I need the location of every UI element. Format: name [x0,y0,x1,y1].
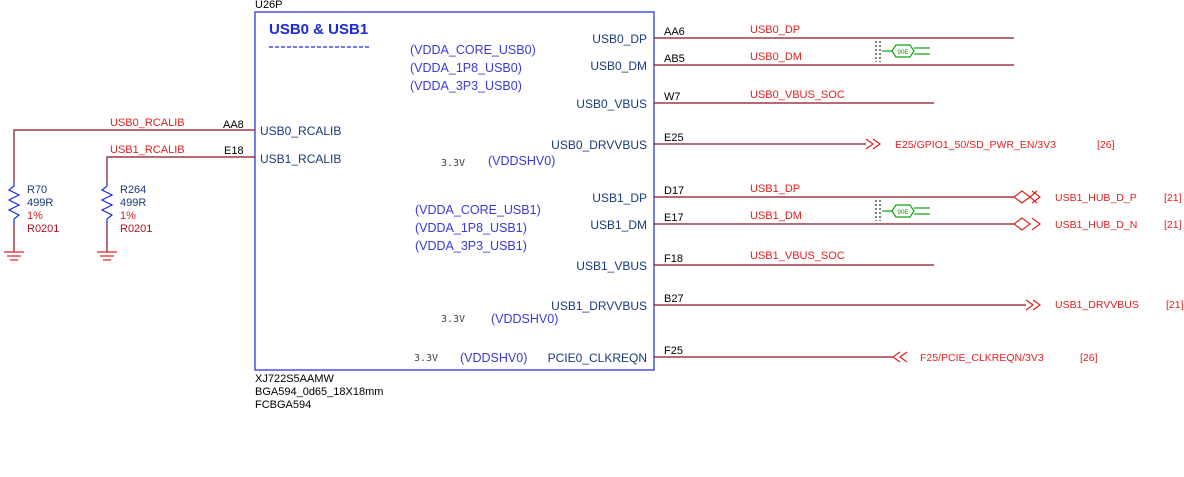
offpage-f25-label: F25/PCIE_CLKREQN/3V3 [920,352,1044,364]
offpage-usb1-drvvbus-page: [21] [1166,299,1184,311]
wire-usb1-rcalib [106,156,255,182]
offpage-usb1-hub-dn-label: USB1_HUB_D_N [1055,219,1137,231]
pin-name-usb1-rcalib: USB1_RCALIB [260,152,341,166]
offpage-output-arrow-icon [1025,299,1042,311]
offpage-usb1-hub-dp-label: USB1_HUB_D_P [1055,192,1137,204]
r70-value: 499R [27,197,53,209]
part-footprint: BGA594_0d65_18X18mm [255,386,383,398]
ball-aa6: AA6 [664,26,685,38]
offpage-usb1-hub-dn-page: [21] [1164,219,1182,231]
part-package: FCBGA594 [255,399,311,411]
wire-usb0-rcalib [13,129,255,182]
vddshv-name-2: (VDDSHV0) [491,312,558,326]
pwr-usb1-core: (VDDA_CORE_USB1) [415,203,541,217]
ball-b27: B27 [664,293,684,305]
vddshv-voltage-2: 3.3V [441,314,465,325]
diff-pair-usb0-icon: 90E [875,41,930,62]
part-number: XJ722S5AAMW [255,373,334,385]
pin-name-usb1-dm: USB1_DM [590,218,647,232]
offpage-e25-page: [26] [1097,139,1115,151]
ball-f25: F25 [664,345,683,357]
pin-name-usb1-dp: USB1_DP [592,191,647,205]
pwr-usb0-core: (VDDA_CORE_USB0) [410,43,536,57]
ball-ab5: AB5 [664,53,685,65]
ball-w7: W7 [664,91,681,103]
ground-icon [4,251,24,261]
component-refdes: U26P [255,0,283,11]
resistor-r264-symbol [100,182,114,225]
pin-name-usb0-vbus: USB0_VBUS [576,97,647,111]
offpage-usb1-hub-dp-page: [21] [1164,192,1182,204]
pin-name-usb0-drvvbus: USB0_DRVVBUS [551,138,647,152]
ball-aa8: AA8 [223,119,244,131]
r264-value: 499R [120,197,146,209]
diff-pair-usb1-icon: 90E [875,200,930,221]
net-usb1-rcalib: USB1_RCALIB [110,144,185,156]
vddshv-name-3: (VDDSHV0) [460,351,527,365]
ground-icon [97,251,117,261]
ball-e17: E17 [664,212,684,224]
offpage-usb1-drvvbus-label: USB1_DRVVBUS [1055,299,1139,311]
pwr-usb0-3p3: (VDDA_3P3_USB0) [410,79,522,93]
pwr-usb0-1p8: (VDDA_1P8_USB0) [410,61,522,75]
r70-size: R0201 [27,223,59,235]
pin-name-usb0-rcalib: USB0_RCALIB [260,124,341,138]
ball-e25: E25 [664,132,684,144]
net-usb0-dp: USB0_DP [750,24,800,36]
vddshv-name-1: (VDDSHV0) [488,154,555,168]
resistor-r70-symbol [7,182,21,225]
net-usb1-dp: USB1_DP [750,183,800,195]
component-body [254,11,655,371]
net-usb0-dm: USB0_DM [750,51,802,63]
pin-name-pcie0-clkreqn: PCIE0_CLKREQN [548,351,647,365]
pin-name-usb1-vbus: USB1_VBUS [576,259,647,273]
r264-tolerance: 1% [120,210,136,222]
diff-pair-usb1-label: 90E [897,209,909,216]
r70-tolerance: 1% [27,210,43,222]
offpage-bidir-icon [1013,217,1041,231]
component-title: USB0 & USB1 [269,21,368,38]
offpage-bidir-icon [1013,190,1041,204]
pwr-usb1-1p8: (VDDA_1P8_USB1) [415,221,527,235]
offpage-output-arrow-icon [865,138,882,150]
ball-e18: E18 [224,145,244,157]
ball-d17: D17 [664,185,684,197]
vddshv-voltage-3: 3.3V [414,353,438,364]
pwr-usb1-3p3: (VDDA_3P3_USB1) [415,239,527,253]
net-usb1-dm: USB1_DM [750,210,802,222]
offpage-e25-label: E25/GPIO1_50/SD_PWR_EN/3V3 [895,139,1056,151]
offpage-input-arrow-icon [891,351,908,363]
pin-name-usb0-dp: USB0_DP [592,32,647,46]
net-usb0-rcalib: USB0_RCALIB [110,117,185,129]
r264-ref: R264 [120,184,146,196]
offpage-f25-page: [26] [1080,352,1098,364]
diff-pair-usb0-label: 90E [897,49,909,56]
net-usb1-vbus-soc: USB1_VBUS_SOC [750,250,845,262]
ball-f18: F18 [664,253,683,265]
r264-size: R0201 [120,223,152,235]
net-usb0-vbus-soc: USB0_VBUS_SOC [750,89,845,101]
pin-name-usb1-drvvbus: USB1_DRVVBUS [551,299,647,313]
r70-ref: R70 [27,184,47,196]
pin-name-usb0-dm: USB0_DM [590,59,647,73]
vddshv-voltage-1: 3.3V [441,158,465,169]
